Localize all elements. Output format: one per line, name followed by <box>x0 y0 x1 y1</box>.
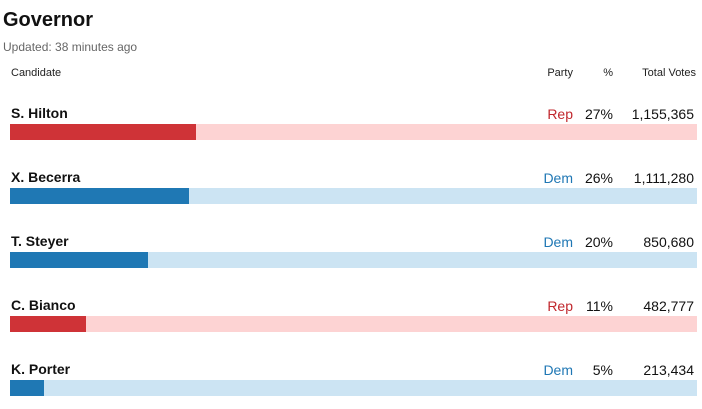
vote-bar-track <box>10 252 697 268</box>
candidate-row: X. Becerra Dem 26% 1,111,280 <box>0 169 702 217</box>
candidate-party: Dem <box>543 362 573 378</box>
header-party: Party <box>547 67 573 79</box>
candidate-row: C. Bianco Rep 11% 482,777 <box>0 297 702 345</box>
vote-bar-fill <box>10 252 148 268</box>
candidate-name: X. Becerra <box>11 169 81 185</box>
candidate-row: T. Steyer Dem 20% 850,680 <box>0 233 702 281</box>
updated-timestamp: Updated: 38 minutes ago <box>3 40 138 54</box>
candidate-votes: 1,155,365 <box>631 106 694 122</box>
candidate-party: Rep <box>547 106 573 122</box>
candidate-party: Rep <box>547 298 573 314</box>
vote-bar-fill <box>10 124 196 140</box>
candidate-name: T. Steyer <box>11 233 69 249</box>
candidate-votes: 482,777 <box>643 298 694 314</box>
candidate-party: Dem <box>543 170 573 186</box>
vote-bar-track <box>10 188 697 204</box>
candidate-row: K. Porter Dem 5% 213,434 <box>0 361 702 409</box>
header-total-votes: Total Votes <box>642 67 696 79</box>
candidate-name: C. Bianco <box>11 297 76 313</box>
candidate-name: S. Hilton <box>11 105 68 121</box>
vote-bar-track <box>10 316 697 332</box>
candidate-percent: 11% <box>586 298 613 314</box>
candidate-votes: 213,434 <box>643 362 694 378</box>
vote-bar-track <box>10 380 697 396</box>
candidate-votes: 1,111,280 <box>633 170 694 186</box>
vote-bar-fill <box>10 380 45 396</box>
candidate-votes: 850,680 <box>643 234 694 250</box>
candidate-percent: 20% <box>584 234 613 250</box>
vote-bar-track <box>10 124 697 140</box>
header-candidate: Candidate <box>11 67 62 79</box>
candidate-percent: 27% <box>584 106 613 122</box>
vote-bar-fill <box>10 316 86 332</box>
candidate-name: K. Porter <box>11 361 71 377</box>
header-percent: % <box>603 67 613 79</box>
vote-bar-fill <box>10 188 190 204</box>
candidate-row: S. Hilton Rep 27% 1,155,365 <box>0 105 702 153</box>
candidate-percent: 5% <box>592 362 613 378</box>
candidate-percent: 26% <box>584 170 613 186</box>
race-title: Governor <box>3 9 94 31</box>
candidate-party: Dem <box>543 234 573 250</box>
